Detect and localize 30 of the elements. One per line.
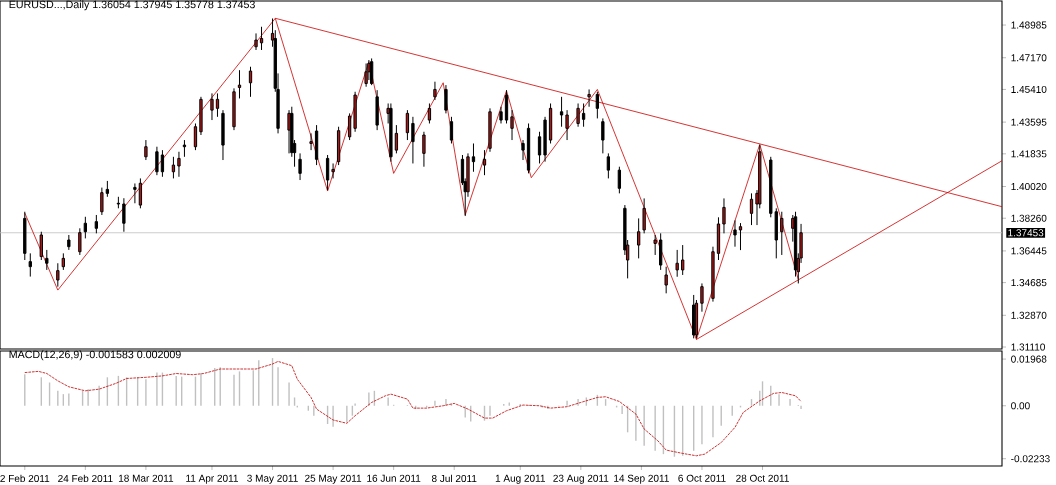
x-tick-label: 1 Aug 2011 [495, 474, 545, 484]
x-tick-label: 6 Oct 2011 [678, 474, 726, 482]
y-tick-label: 1.45410 [1011, 85, 1047, 93]
y-tick-label: 1.47170 [1011, 54, 1047, 62]
y-tick-label: 1.31110 [1011, 343, 1045, 351]
y-tick-label: 1.41835 [1011, 150, 1047, 158]
x-tick-label: 16 Jun 2011 [367, 474, 421, 482]
x-tick-label: 8 Jul 2011 [431, 474, 477, 483]
x-tick-label: 3 May 2011 [247, 474, 298, 484]
x-tick-label: 14 Sep 2011 [614, 474, 669, 484]
x-tick-label: 25 May 2011 [305, 474, 362, 484]
x-tick-label: 18 Mar 2011 [118, 474, 174, 482]
ref-line-label: 1.37453 [1008, 229, 1044, 237]
x-tick-label: 2 Feb 2011 [0, 474, 50, 483]
y-tick-label: 1.40020 [1011, 182, 1047, 191]
y-tick-label: 1.43595 [1011, 118, 1047, 126]
y-tick-label: 1.38260 [1011, 214, 1047, 222]
x-tick-label: 28 Oct 2011 [736, 474, 789, 482]
y-tick-label: 0.01968 [1011, 355, 1047, 363]
y-tick-label: 0.00 [1011, 402, 1030, 410]
x-tick-label: 24 Feb 2011 [58, 474, 113, 483]
y-tick-label: 1.36445 [1011, 247, 1047, 255]
chart-title: MACD(12,26,9) -0.001583 0.002009 [9, 350, 181, 361]
x-tick-label: 23 Aug 2011 [553, 474, 609, 484]
y-tick-label: -0.02233 [1011, 455, 1050, 463]
y-tick-label: 1.48985 [1011, 21, 1047, 29]
y-tick-label: 1.32870 [1011, 311, 1047, 319]
chart-title: EURUSD...,Daily 1.36054 1.37945 1.35778 1.37453 [9, 0, 255, 11]
x-tick-label: 11 Apr 2011 [186, 474, 238, 484]
y-tick-label: 1.34685 [1011, 279, 1047, 287]
